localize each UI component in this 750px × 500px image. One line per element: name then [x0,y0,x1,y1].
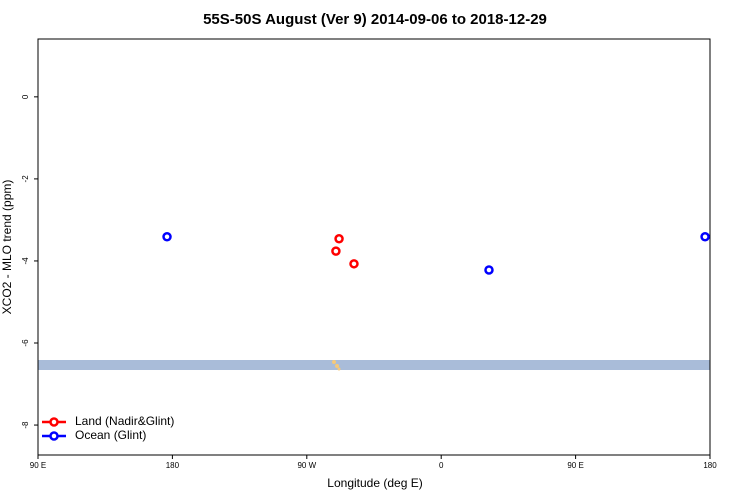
map-land [337,367,341,371]
x-tick-label: 90 E [30,461,46,470]
point [334,234,344,244]
y-tick-label: -4 [21,257,30,265]
y-tick-label: -8 [21,421,30,429]
map-land [335,364,339,368]
map-strip [38,360,710,370]
chart-title: 55S-50S August (Ver 9) 2014-09-06 to 201… [203,11,547,28]
legend-marker [49,417,59,427]
point [349,259,359,269]
point [162,231,172,242]
x-tick-label: 90 E [567,461,583,470]
x-tick-label: 180 [166,461,180,470]
plot-frame [37,38,711,456]
x-axis-label: Longitude (deg E) [327,476,422,490]
legend-label: Land (Nadir&Glint) [75,414,174,428]
legend-label: Ocean (Glint) [75,428,146,442]
x-tick-label: 90 W [297,461,316,470]
x-tick-label: 180 [703,461,717,470]
y-tick-label: -2 [21,175,30,183]
point [700,231,710,242]
x-tick-label: 0 [439,461,444,470]
y-axis-label: XCO2 - MLO trend (ppm) [0,180,14,315]
y-tick-label: -6 [21,339,30,347]
map-land [332,360,336,364]
y-tick-label: 0 [21,94,30,99]
point [331,246,341,256]
point [484,265,494,275]
legend-marker [49,431,59,441]
